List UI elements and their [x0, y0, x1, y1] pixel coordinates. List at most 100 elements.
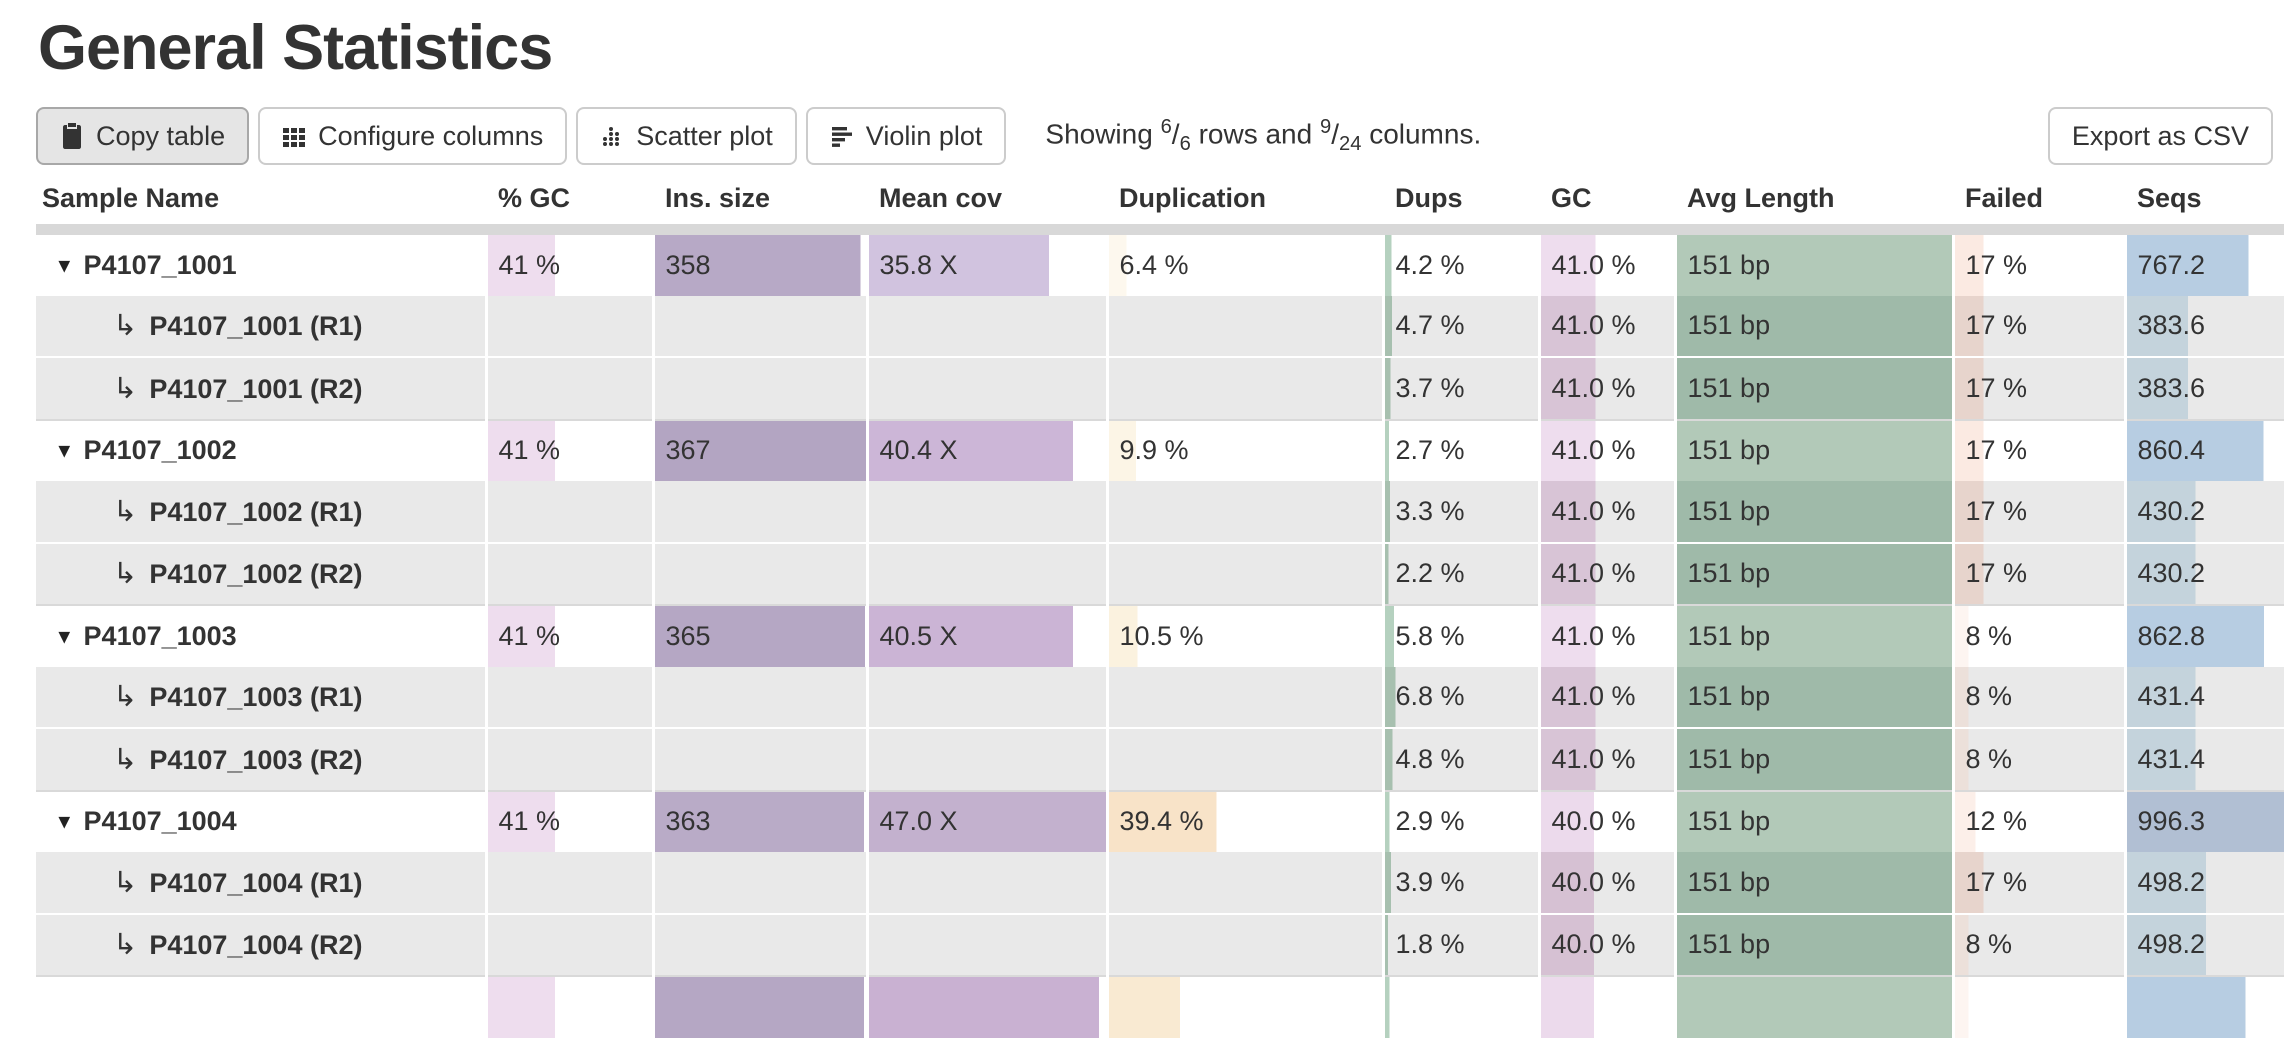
subrow-arrow-icon: ↳ [113, 372, 138, 405]
scatter-plot-button[interactable]: Scatter plot [576, 107, 797, 166]
cell-pct_gc [484, 356, 653, 420]
table-row: ↳ P4107_1001 (R2) 3.7 % 41.0 % 151 bp 17 % 383… [36, 356, 2284, 420]
export-csv-label: Export as CSV [2071, 120, 2249, 151]
subrow-arrow-icon: ↳ [113, 866, 138, 899]
column-header-dups[interactable]: Dups [1383, 183, 1539, 235]
cell-gc: 41.0 % [1537, 481, 1675, 543]
cell-mean_cov [865, 975, 1107, 1038]
table-row: ▾ P4107_1001 41 % 358 35.8 X 6.4 % 4.2 % 41.0 %… [36, 229, 2284, 296]
subrow-arrow-icon: ↳ [113, 310, 138, 343]
sample-name: P4107_1001 (R1) [149, 311, 363, 342]
subrow-arrow-icon: ↳ [113, 743, 138, 776]
cell-avg_length: 151 bp [1673, 418, 1953, 482]
subrow-arrow-icon: ↳ [113, 495, 138, 528]
column-header-failed[interactable]: Failed [1953, 183, 2125, 235]
expand-caret-icon[interactable]: ▾ [59, 253, 70, 277]
table-row: ↳ P4107_1002 (R1) 3.3 % 41.0 % 151 bp 17 % 430… [36, 481, 2284, 543]
column-header-avg_length[interactable]: Avg Length [1675, 183, 1953, 235]
cell-pct_gc [484, 727, 653, 791]
table-row: ▾ P4107_1002 41 % 367 40.4 X 9.9 % 2.7 % 41.0 %… [36, 418, 2284, 482]
sample-name-cell: ↳ P4107_1004 (R1) [36, 852, 486, 914]
cell-seqs: 862.8 [2123, 604, 2284, 667]
column-header-mean_cov[interactable]: Mean cov [867, 183, 1107, 235]
column-header-sample[interactable]: Sample Name [36, 183, 486, 235]
sample-name: P4107_1003 (R2) [149, 744, 363, 775]
sample-name: P4107_1004 (R2) [149, 930, 363, 961]
cell-duplication [1105, 541, 1383, 606]
cell-seqs: 430.2 [2123, 541, 2284, 606]
cell-failed: 8 % [1951, 604, 2125, 667]
cell-ins_size [651, 481, 867, 543]
table-header-row: Sample Name% GC Ins. size Mean cov Duplicat… [36, 183, 2284, 235]
cell-seqs: 383.6 [2123, 295, 2284, 358]
table-row: ↳ P4107_1004 (R1) 3.9 % 40.0 % 151 bp 17 % 498… [36, 852, 2284, 914]
cell-dups: 2.7 % [1381, 418, 1539, 482]
sample-name-cell: ↳ P4107_1003 (R1) [36, 666, 486, 729]
cell-duplication: 10.5 % [1105, 604, 1383, 667]
cell-avg_length [1673, 975, 1953, 1038]
sample-name: P4107_1004 (R1) [149, 867, 363, 898]
cell-failed: 17 % [1951, 418, 2125, 482]
cell-duplication: 9.9 % [1105, 418, 1383, 482]
cell-dups: 2.2 % [1381, 541, 1539, 606]
table-row: ↳ P4107_1003 (R1) 6.8 % 41.0 % 151 bp 8 % 431.… [36, 666, 2284, 729]
showing-summary: Showing 6/6 rows and 9/24 columns. [1045, 116, 1482, 155]
cell-dups: 1.8 % [1381, 912, 1539, 977]
cell-mean_cov [865, 481, 1107, 543]
cell-gc: 41.0 % [1537, 604, 1675, 667]
page-title: General Statistics [38, 13, 553, 83]
cell-gc: 40.0 % [1537, 912, 1675, 977]
cell-failed: 17 % [1951, 541, 2125, 606]
cell-seqs: 498.2 [2123, 912, 2284, 977]
cell-seqs [2123, 975, 2284, 1038]
configure-columns-button[interactable]: Configure columns [258, 107, 568, 166]
sample-name-cell: ↳ P4107_1004 (R2) [36, 912, 486, 977]
cell-failed: 8 % [1951, 666, 2125, 729]
cell-gc: 40.0 % [1537, 789, 1675, 853]
cell-pct_gc [484, 481, 653, 543]
cell-gc: 41.0 % [1537, 727, 1675, 791]
sample-name: P4107_1001 [83, 249, 237, 280]
column-header-duplication[interactable]: Duplication [1107, 183, 1383, 235]
cell-dups [1381, 975, 1539, 1038]
expand-caret-icon[interactable]: ▾ [59, 439, 70, 463]
cell-failed: 17 % [1951, 295, 2125, 358]
column-header-gc[interactable]: GC [1539, 183, 1675, 235]
sample-name-cell: ▾ P4107_1004 [36, 789, 486, 853]
sample-name-cell: ▾ P4107_1002 [36, 418, 486, 482]
column-header-seqs[interactable]: Seqs [2125, 183, 2284, 235]
cell-pct_gc [484, 975, 653, 1038]
configure-columns-label: Configure columns [318, 120, 544, 151]
cell-mean_cov [865, 356, 1107, 420]
copy-table-button[interactable]: Copy table [36, 107, 250, 166]
cell-avg_length: 151 bp [1673, 356, 1953, 420]
expand-caret-icon[interactable]: ▾ [59, 810, 70, 834]
sample-name-cell: ↳ P4107_1002 (R2) [36, 541, 486, 606]
sample-name: P4107_1001 (R2) [149, 373, 363, 404]
cell-ins_size [651, 912, 867, 977]
cell-ins_size: 367 [651, 418, 867, 482]
scatter-icon [600, 124, 624, 148]
sample-name-cell: ↳ P4107_1003 (R2) [36, 727, 486, 791]
sample-name: P4107_1002 (R2) [149, 559, 363, 590]
cell-gc: 41.0 % [1537, 356, 1675, 420]
cell-failed: 17 % [1951, 356, 2125, 420]
cols-total: 24 [1338, 132, 1362, 155]
cell-mean_cov [865, 666, 1107, 729]
cols-shown: 9 [1319, 116, 1332, 139]
cell-avg_length: 151 bp [1673, 852, 1953, 914]
cell-seqs: 767.2 [2123, 229, 2284, 296]
cell-gc: 41.0 % [1537, 418, 1675, 482]
violin-plot-button[interactable]: Violin plot [805, 107, 1007, 166]
expand-caret-icon[interactable]: ▾ [59, 624, 70, 648]
rows-shown: 6 [1160, 116, 1172, 139]
subrow-arrow-icon: ↳ [113, 558, 138, 591]
cell-duplication [1105, 356, 1383, 420]
export-csv-button[interactable]: Export as CSV [2047, 107, 2273, 166]
cell-gc: 41.0 % [1537, 541, 1675, 606]
column-header-pct_gc[interactable]: % GC [486, 183, 653, 235]
cell-pct_gc [484, 912, 653, 977]
cell-mean_cov [865, 727, 1107, 791]
cell-avg_length: 151 bp [1673, 666, 1953, 729]
column-header-ins_size[interactable]: Ins. size [653, 183, 867, 235]
